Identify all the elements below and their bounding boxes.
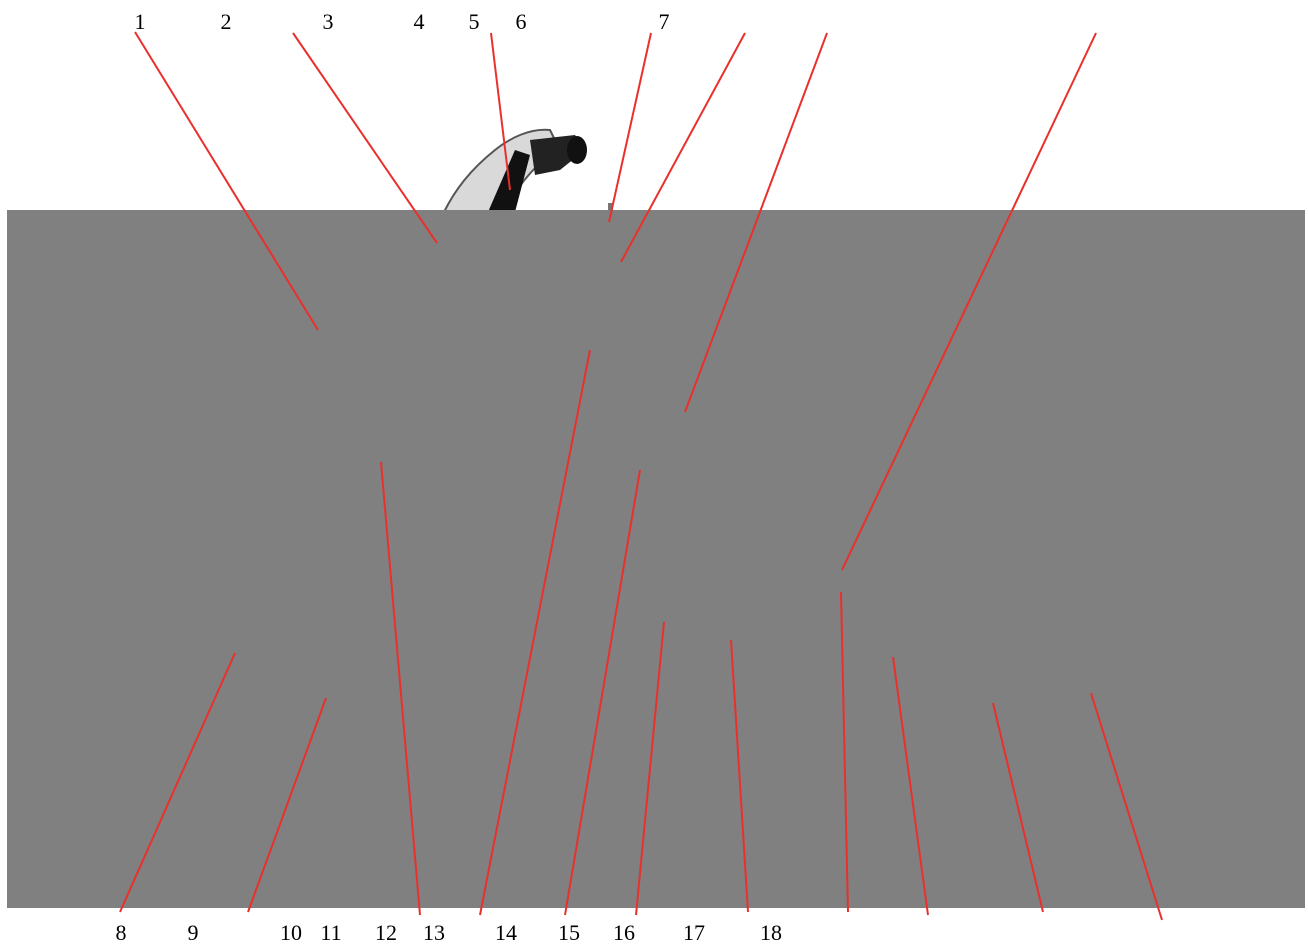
callout-number: 12 [375, 920, 397, 945]
leader-line [564, 469, 641, 916]
leader-line [635, 621, 665, 916]
callout-number: 5 [469, 9, 480, 34]
device [442, 128, 613, 213]
leader-line [608, 32, 652, 223]
leader-line [247, 697, 327, 913]
top-callouts: 1 2 3 4 5 6 7 [135, 9, 670, 34]
leader-line [380, 461, 421, 916]
leader-line [490, 32, 511, 191]
callout-number: 13 [423, 920, 445, 945]
callout-number: 7 [659, 9, 670, 34]
callout-number: 4 [414, 9, 425, 34]
mask-rect [7, 210, 1305, 908]
leader-line [892, 656, 929, 916]
callout-number: 15 [558, 920, 580, 945]
leader-line [730, 639, 749, 913]
leader-line [1090, 692, 1163, 921]
leader-line [992, 702, 1044, 913]
leader-line [119, 652, 236, 913]
callout-number: 17 [683, 920, 705, 945]
callout-number: 1 [135, 9, 146, 34]
leader-line [292, 32, 438, 244]
leader-line [134, 31, 319, 331]
callout-number: 2 [221, 9, 232, 34]
leader-lines [119, 31, 1163, 921]
callout-number: 6 [516, 9, 527, 34]
callout-number: 14 [495, 920, 517, 945]
leader-line [841, 32, 1097, 571]
leader-line [684, 32, 828, 413]
leader-line [620, 32, 746, 263]
callout-number: 10 [280, 920, 302, 945]
callout-number: 3 [323, 9, 334, 34]
leader-line [840, 591, 849, 913]
callout-number: 8 [116, 920, 127, 945]
callout-number: 11 [320, 920, 341, 945]
callout-number: 16 [613, 920, 635, 945]
callout-number: 18 [760, 920, 782, 945]
callout-number: 9 [188, 920, 199, 945]
leader-line [479, 349, 591, 916]
bottom-callouts: 8 9 10 11 12 13 14 15 16 17 18 [116, 920, 783, 945]
